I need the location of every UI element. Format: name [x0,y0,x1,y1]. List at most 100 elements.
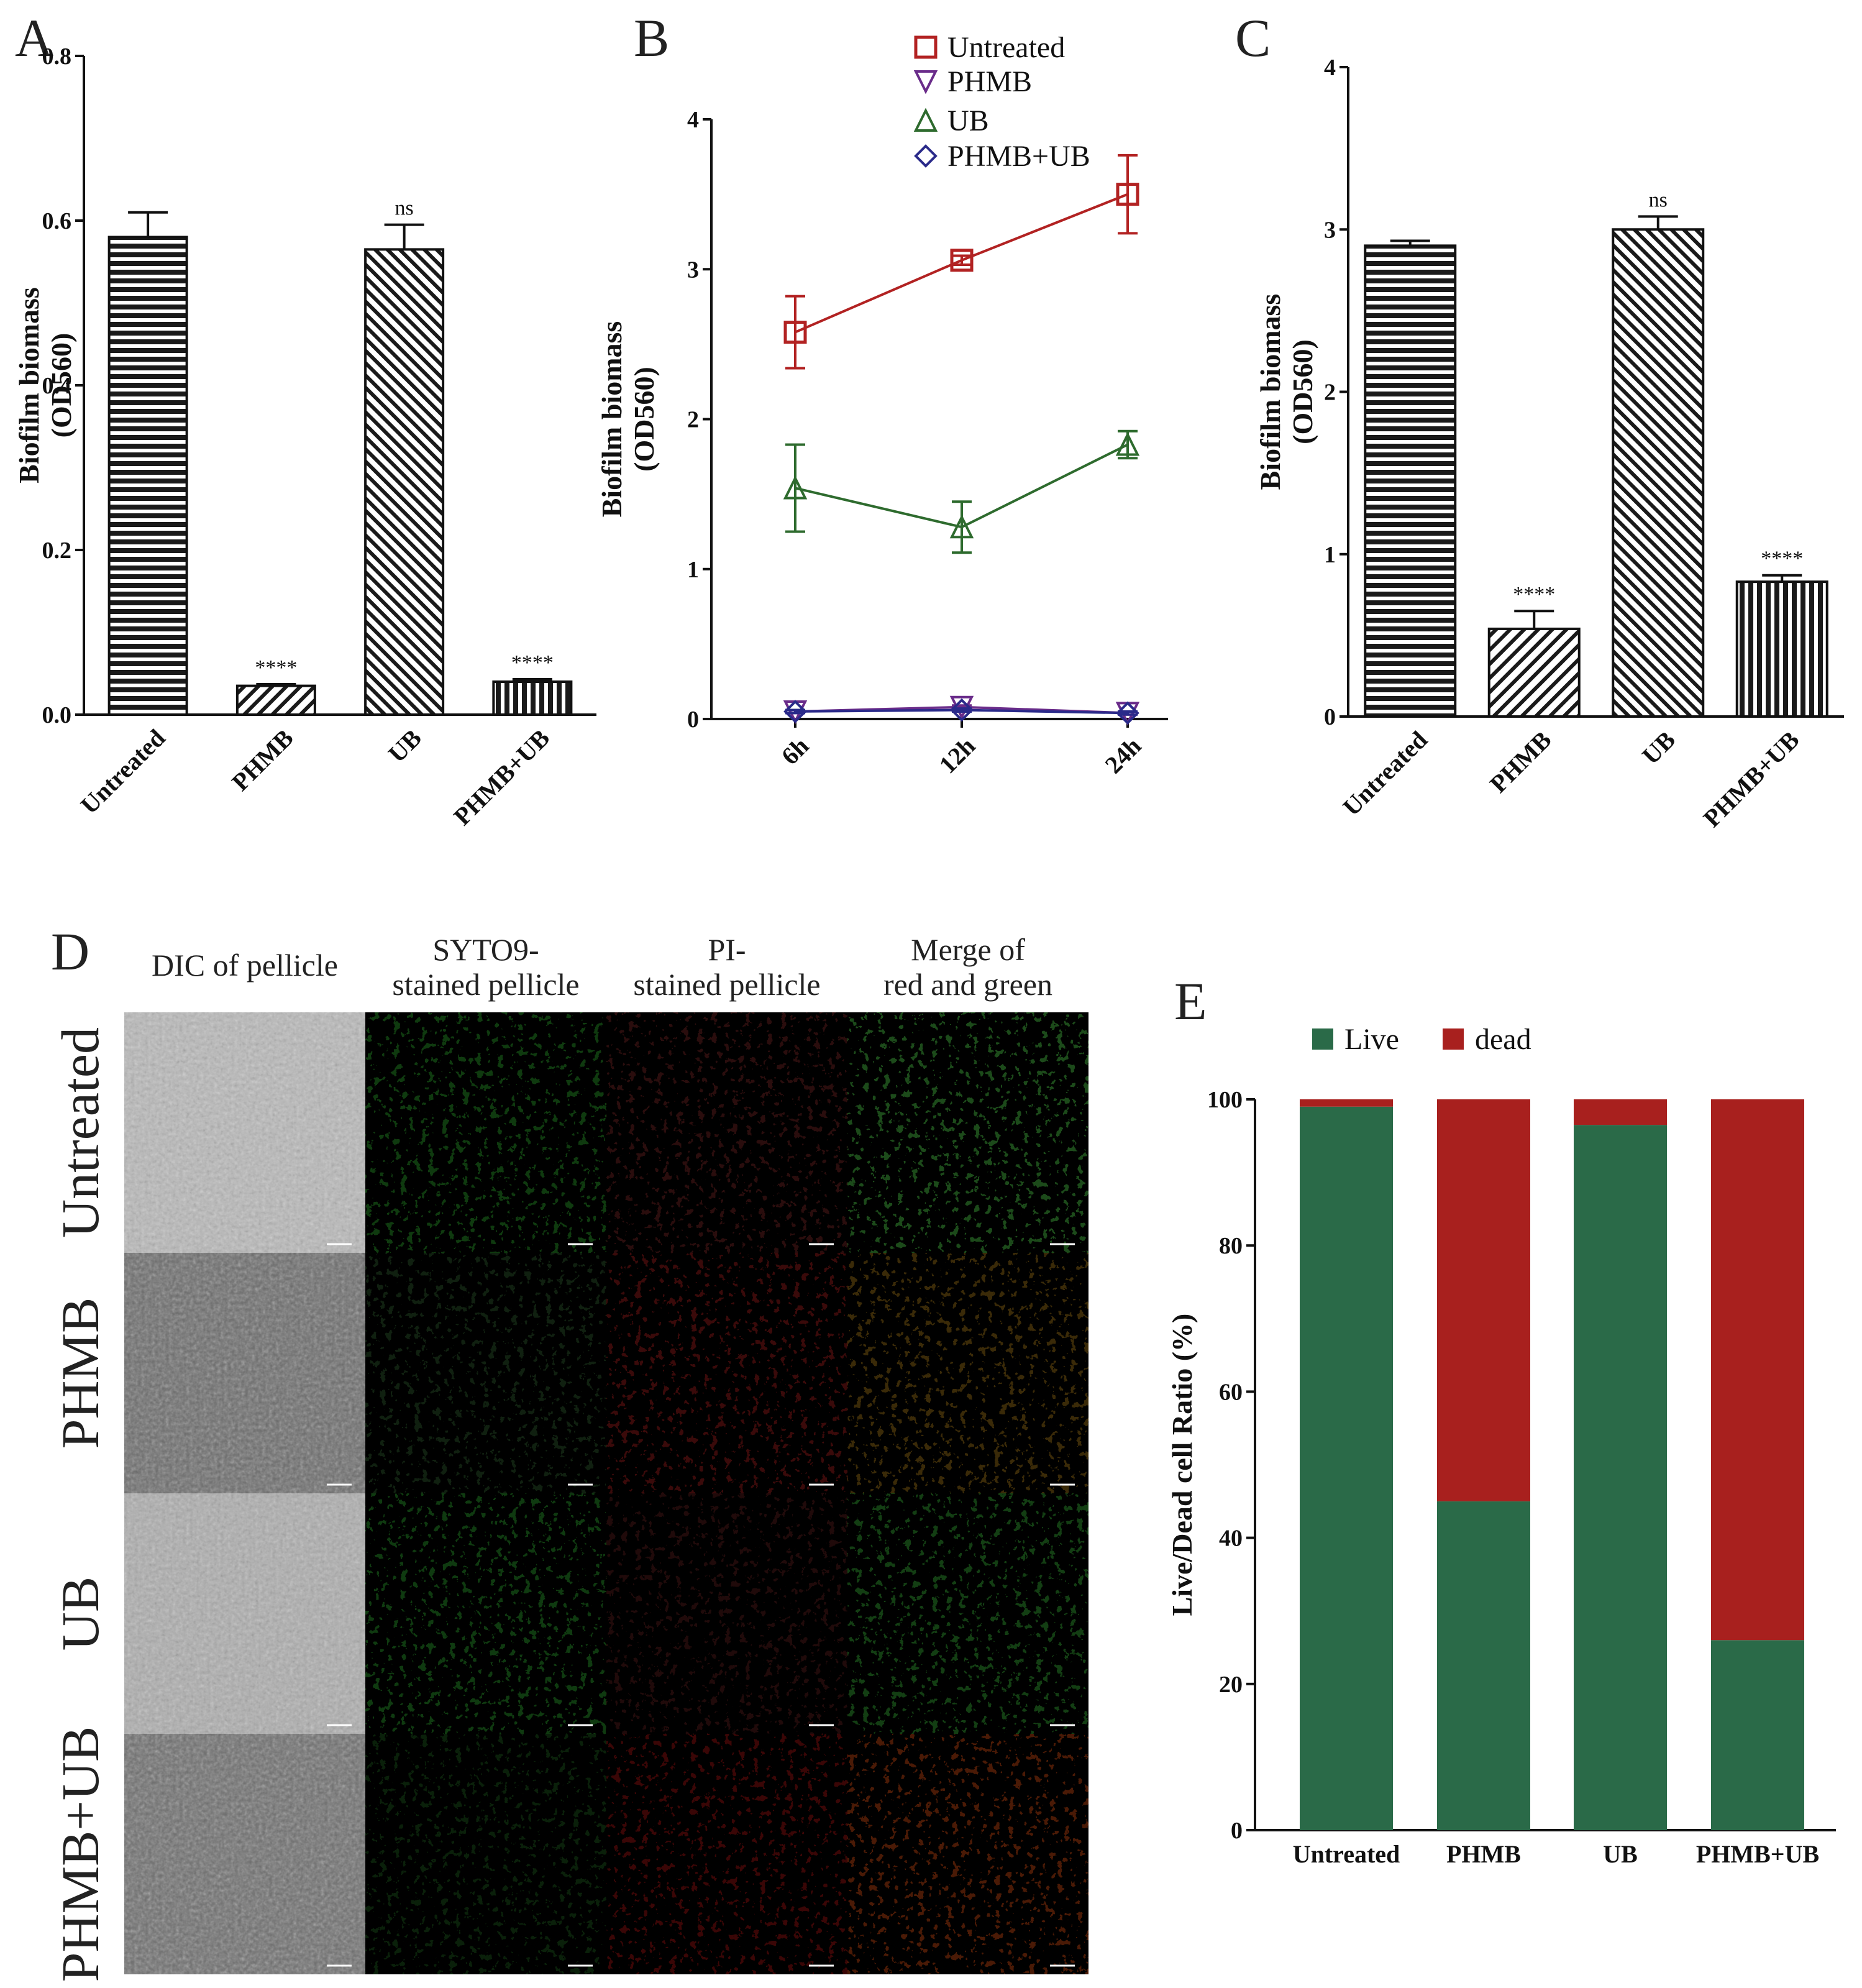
data-point-marker [783,321,807,344]
y-tick-label: 3 [1324,217,1336,243]
legend-label: UB [947,104,989,137]
y-tick-label: 1 [687,557,699,583]
micrograph-phmb-ub-3 [847,1734,1088,1974]
y-axis-label: (OD560) [45,333,77,438]
micrograph-texture [606,1493,847,1734]
y-tick-label: 0.8 [42,44,72,70]
data-point-marker [949,514,974,539]
micrograph-texture [124,1734,365,1974]
micrograph-ub-2 [606,1493,847,1734]
y-tick-label: 0.0 [42,702,72,728]
legend-marker [914,144,938,168]
legend-swatch [1312,1028,1333,1050]
x-category-label: PHMB [1446,1840,1521,1868]
x-tick-label: 6h [776,732,815,771]
significance-label: **** [511,651,554,674]
micrograph-texture [847,1493,1088,1734]
y-tick-label: 0.2 [42,538,72,564]
data-point-marker [950,249,974,272]
legend-label: PHMB+UB [947,140,1090,173]
micrograph-texture [365,1734,606,1974]
y-tick-label: 2 [687,407,699,433]
significance-label: **** [1513,583,1555,606]
micrograph-phmb-2 [606,1253,847,1493]
y-axis-label: Biofilm biomass [13,287,45,483]
column-header: stained pellicle [633,967,820,1002]
bar-untreated [107,236,188,716]
micrograph-texture [606,1734,847,1974]
column-header: SYTO9- [432,932,539,967]
micrograph-phmb-1 [365,1253,606,1493]
legend-marker [914,35,938,59]
micrograph-texture [606,1012,847,1253]
y-axis-label: Biofilm biomass [1254,294,1286,490]
y-tick-label: 100 [1207,1087,1243,1113]
y-tick-label: 4 [687,107,699,133]
data-point-marker [783,475,808,500]
y-axis-label: Live/Dead cell Ratio (%) [1166,1314,1198,1616]
micrograph-texture [847,1012,1088,1253]
x-tick-label: 24h [1100,732,1147,779]
micrograph-texture [847,1734,1088,1974]
y-tick-label: 80 [1219,1233,1243,1259]
panel-letter-a: A [15,8,53,68]
column-header: DIC of pellicle [152,948,338,983]
bar-live-ub [1574,1125,1667,1830]
row-header: PHMB+UB [50,1726,110,1982]
y-axis-label: (OD560) [1287,339,1318,444]
bar-live-untreated [1300,1106,1393,1830]
legend-marker [913,108,938,132]
y-tick-label: 4 [1324,55,1336,81]
significance-label: ns [395,197,414,220]
micrograph-untreated-0 [124,1012,365,1253]
chart-b-biofilm-time-course: 0 1 2 3 4 Biofilm biomass (OD560) 6h 12h 24h Untre… [596,31,1168,779]
row-header: PHMB [50,1298,110,1449]
micrograph-phmb-ub-1 [365,1734,606,1974]
data-point-marker [1115,432,1140,456]
y-tick-label: 0.4 [42,373,72,399]
row-header: UB [50,1577,110,1651]
micrograph-texture [847,1253,1088,1493]
micrograph-texture [124,1012,365,1253]
data-point-marker [949,695,974,720]
panel-letter-c: C [1235,8,1271,68]
micrograph-texture [606,1253,847,1493]
significance-label: **** [1761,547,1803,570]
micrograph-untreated-2 [606,1012,847,1253]
legend-swatch [1443,1028,1464,1050]
micrograph-texture [365,1493,606,1734]
micrograph-phmb-ub-2 [606,1734,847,1974]
bar-untreated [1364,244,1457,718]
legend-marker [913,70,938,94]
column-header: Merge of [911,932,1025,967]
legend-label: Untreated [947,31,1065,64]
chart-a-biofilm-bars: 0.0 0.2 0.4 0.6 0.8 Biofilm biomass (OD560) Unt… [13,44,596,831]
significance-label: **** [255,656,297,679]
chart-e-live-dead-ratio: 0 20 40 60 80 100 Live/Dead cell Ratio (%) Untr… [1166,1023,1836,1868]
y-tick-label: 0.6 [42,208,72,234]
row-header: Untreated [50,1027,110,1238]
column-header: stained pellicle [392,967,579,1002]
micrograph-phmb-0 [124,1253,365,1493]
bar-dead-ub [1574,1099,1667,1125]
y-tick-label: 0 [1324,704,1336,730]
y-tick-label: 20 [1219,1672,1243,1698]
bar-phmb-ub [1735,580,1828,718]
micrograph-texture [124,1493,365,1734]
x-category-label: UB [1636,726,1681,770]
column-header: red and green [883,967,1052,1002]
y-tick-label: 40 [1219,1526,1243,1552]
x-category-label: PHMB [226,724,299,797]
x-category-label: Untreated [75,724,171,820]
y-axis-label: Biofilm biomass [596,321,628,518]
bar-dead-untreated [1300,1099,1393,1107]
micrograph-ub-1 [365,1493,606,1734]
bar-dead-phmb [1437,1099,1530,1501]
micrograph-phmb-3 [847,1253,1088,1493]
micrograph-texture [124,1253,365,1493]
x-category-label: Untreated [1337,726,1433,822]
data-point-marker [1116,183,1139,206]
panel-letter-d: D [51,922,89,981]
x-category-label: Untreated [1293,1840,1400,1868]
bar-ub [1612,228,1705,718]
